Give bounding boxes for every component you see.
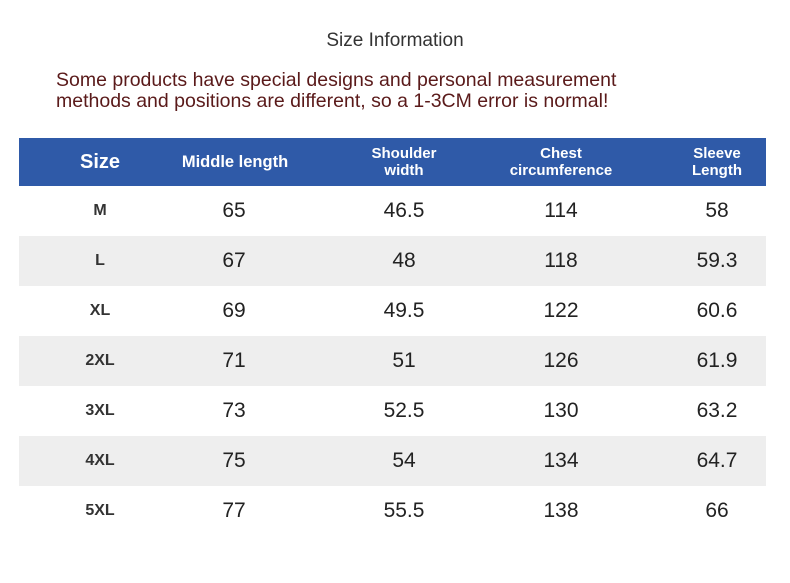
header-shoulder-width: Shoulder width xyxy=(354,138,454,186)
cell-chest: 134 xyxy=(543,449,579,472)
cell-chest: 126 xyxy=(543,349,579,372)
cell-chest: 114 xyxy=(544,199,578,222)
header-middle-length: Middle length xyxy=(181,152,289,171)
cell-size: 3XL xyxy=(85,402,115,419)
table-header: Size Middle length Shoulder width Chest … xyxy=(19,138,766,186)
cell-size: 2XL xyxy=(85,352,115,369)
table-row: 3XL 73 52.5 130 63.2 xyxy=(19,386,766,436)
cell-shoulder-width: 55.5 xyxy=(383,499,425,522)
notice-line-2: methods and positions are different, so … xyxy=(56,90,609,112)
header-shoulder-width-line-1: Shoulder xyxy=(371,145,437,162)
cell-sleeve: 66 xyxy=(705,499,729,522)
cell-middle-length: 69 xyxy=(222,299,246,322)
table-row: M 65 46.5 114 58 xyxy=(19,186,766,236)
cell-middle-length: 71 xyxy=(222,349,246,372)
cell-chest: 138 xyxy=(543,499,579,522)
cell-size: XL xyxy=(89,302,111,319)
header-chest-line-1: Chest xyxy=(540,145,582,162)
table-row: 5XL 77 55.5 138 66 xyxy=(19,486,766,536)
cell-chest: 118 xyxy=(544,249,578,272)
cell-size: M xyxy=(93,202,107,219)
cell-size: 5XL xyxy=(85,502,115,519)
cell-middle-length: 75 xyxy=(222,449,246,472)
header-sleeve-length: Sleeve Length xyxy=(669,138,765,186)
cell-shoulder-width: 54 xyxy=(392,449,416,472)
notice-line-1: Some products have special designs and p… xyxy=(56,69,617,91)
cell-sleeve: 59.3 xyxy=(696,249,738,272)
cell-chest: 122 xyxy=(543,299,579,322)
cell-sleeve: 58 xyxy=(705,199,729,222)
table-row: 4XL 75 54 134 64.7 xyxy=(19,436,766,486)
cell-sleeve: 60.6 xyxy=(696,299,738,322)
cell-sleeve: 61.9 xyxy=(696,349,738,372)
header-shoulder-width-line-2: width xyxy=(384,162,424,179)
measurement-notice: Some products have special designs and p… xyxy=(56,70,756,112)
header-sleeve-line-2: Length xyxy=(692,162,742,179)
table-row: 2XL 71 51 126 61.9 xyxy=(19,336,766,386)
cell-shoulder-width: 48 xyxy=(392,249,416,272)
cell-shoulder-width: 52.5 xyxy=(383,399,425,422)
header-size: Size xyxy=(79,150,121,173)
page-title: Size Information xyxy=(326,30,464,51)
cell-shoulder-width: 49.5 xyxy=(383,299,425,322)
cell-middle-length: 73 xyxy=(222,399,246,422)
header-chest-circumference: Chest circumference xyxy=(491,138,631,186)
cell-sleeve: 63.2 xyxy=(696,399,738,422)
table-row: XL 69 49.5 122 60.6 xyxy=(19,286,766,336)
cell-size: 4XL xyxy=(85,452,115,469)
cell-middle-length: 67 xyxy=(222,249,246,272)
cell-size: L xyxy=(95,252,105,269)
header-chest-line-2: circumference xyxy=(509,162,613,179)
cell-sleeve: 64.7 xyxy=(696,449,738,472)
cell-chest: 130 xyxy=(543,399,579,422)
size-table: Size Middle length Shoulder width Chest … xyxy=(19,138,766,536)
header-sleeve-line-1: Sleeve xyxy=(693,145,741,162)
table-row: L 67 48 118 59.3 xyxy=(19,236,766,286)
cell-shoulder-width: 51 xyxy=(392,349,416,372)
cell-shoulder-width: 46.5 xyxy=(383,199,425,222)
cell-middle-length: 65 xyxy=(222,199,246,222)
cell-middle-length: 77 xyxy=(222,499,246,522)
